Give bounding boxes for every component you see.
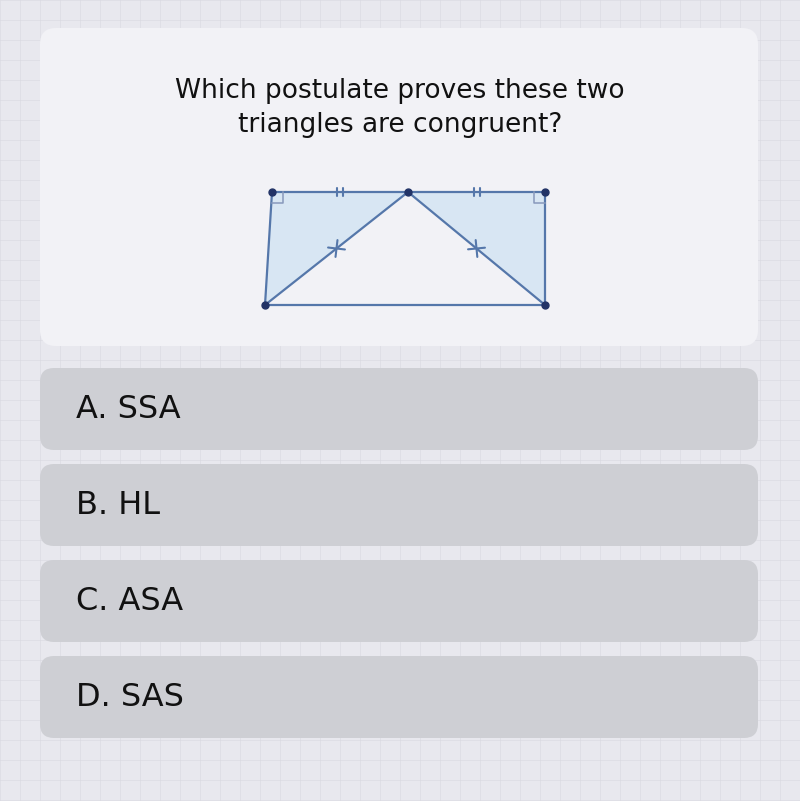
FancyBboxPatch shape <box>40 28 758 346</box>
Text: Which postulate proves these two
triangles are congruent?: Which postulate proves these two triangl… <box>175 78 625 139</box>
Text: D. SAS: D. SAS <box>76 682 184 713</box>
FancyBboxPatch shape <box>40 656 758 738</box>
FancyBboxPatch shape <box>40 464 758 546</box>
Polygon shape <box>408 192 545 305</box>
Text: B. HL: B. HL <box>76 489 160 521</box>
FancyBboxPatch shape <box>40 560 758 642</box>
Polygon shape <box>265 192 408 305</box>
Text: A. SSA: A. SSA <box>76 393 181 425</box>
Text: C. ASA: C. ASA <box>76 586 183 617</box>
FancyBboxPatch shape <box>40 368 758 450</box>
